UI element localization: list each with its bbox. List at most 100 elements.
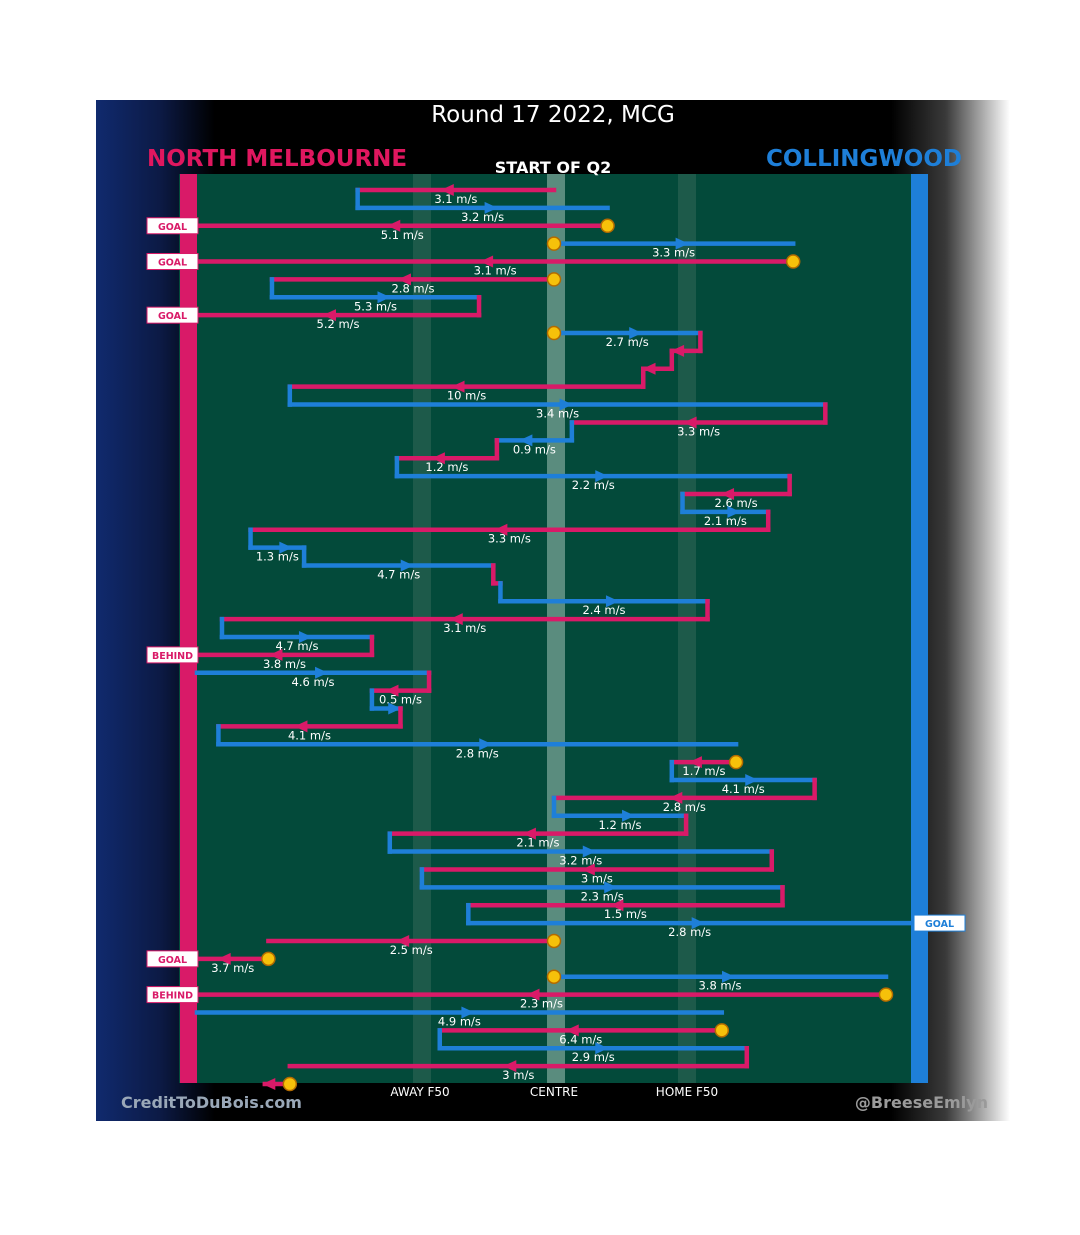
direction-arrow (595, 470, 609, 483)
speed-label: 2.1 m/s (704, 514, 747, 528)
result-label: GOAL (158, 955, 187, 966)
speed-label: 2.4 m/s (582, 603, 625, 617)
stoppage-marker (546, 325, 562, 341)
speed-label: 2.3 m/s (581, 889, 624, 903)
result-label: GOAL (158, 311, 187, 322)
direction-arrow (479, 738, 493, 751)
direction-arrow (722, 970, 736, 983)
speed-label: 3.7 m/s (211, 961, 254, 975)
speed-label: 5.2 m/s (317, 317, 360, 331)
direction-arrow (721, 487, 735, 500)
speed-label: 3.4 m/s (536, 407, 579, 421)
result-label: GOAL (158, 222, 187, 233)
stoppage-marker (282, 1076, 298, 1092)
axis-label-away-f50: AWAY F50 (390, 1085, 450, 1099)
result-label: BEHIND (152, 991, 193, 1002)
result-tag (146, 217, 199, 235)
speed-label: 3.8 m/s (263, 657, 306, 671)
direction-arrow (610, 899, 624, 912)
home-f50-line (678, 174, 696, 1083)
speed-label: 4.6 m/s (292, 675, 335, 689)
speed-label: 2.5 m/s (390, 943, 433, 957)
direction-arrow (629, 327, 643, 340)
speed-label: 0.5 m/s (379, 693, 422, 707)
speed-label: 4.9 m/s (438, 1014, 481, 1028)
speed-label: 3.1 m/s (443, 621, 486, 635)
chain-plot: 3.1 m/s 3.2 m/s 5.1 m/s GOAL 3.3 m/s 3.1 m/s G… (146, 184, 966, 1092)
direction-arrow (217, 952, 231, 965)
speed-label: 2.8 m/s (391, 281, 434, 295)
direction-arrow (691, 917, 705, 930)
credit-website: CreditToDuBois.com (121, 1093, 302, 1112)
direction-arrow (669, 791, 683, 804)
stoppage-marker (261, 951, 276, 967)
direction-arrow (622, 809, 636, 822)
speed-label: 5.1 m/s (381, 228, 424, 242)
quarter-label: START OF Q2 (494, 158, 612, 177)
direction-arrow (451, 380, 465, 393)
team-right-label: COLLINGWOOD (766, 146, 962, 172)
speed-label: 3.3 m/s (677, 424, 720, 438)
direction-arrow (400, 559, 414, 572)
direction-arrow (298, 631, 312, 643)
direction-arrow (449, 613, 463, 626)
speed-label: 5.3 m/s (354, 299, 397, 313)
stoppage-marker (546, 272, 562, 287)
stoppage-marker (714, 1023, 730, 1038)
result-label: GOAL (925, 919, 954, 930)
speed-label: 1.7 m/s (682, 764, 725, 778)
speed-label: 3.2 m/s (559, 854, 602, 868)
speed-label: 3.3 m/s (488, 532, 531, 546)
direction-arrow (377, 291, 391, 304)
stoppage-marker (785, 254, 801, 269)
stoppage-marker (600, 218, 615, 234)
speed-label: 1.2 m/s (425, 460, 468, 474)
direction-arrow (526, 988, 540, 1001)
speed-label: 3.8 m/s (698, 979, 741, 993)
result-tag (146, 950, 199, 968)
speed-label: 2.9 m/s (572, 1050, 615, 1064)
direction-arrow (262, 1078, 276, 1090)
speed-label: 10 m/s (447, 389, 486, 403)
chart-frame: Round 17 2022, MCG NORTH MELBOURNE COLLI… (96, 100, 1010, 1121)
direction-arrow (294, 720, 308, 733)
speed-label: 1.2 m/s (599, 818, 642, 832)
stoppage-marker (878, 987, 894, 1002)
direction-arrow (565, 1024, 579, 1037)
stoppage-marker (546, 933, 562, 949)
direction-arrow (522, 827, 536, 840)
direction-arrow (396, 934, 410, 947)
axis-label-home-f50: HOME F50 (655, 1085, 719, 1099)
speed-label: 3.3 m/s (652, 246, 695, 260)
speed-label: 2.8 m/s (663, 800, 706, 814)
away-f50-line (413, 174, 431, 1083)
speed-label: 2.7 m/s (606, 335, 649, 349)
north-goal-line (180, 174, 197, 1083)
direction-arrow (431, 452, 445, 465)
direction-arrow (503, 1060, 517, 1073)
direction-arrow (440, 184, 454, 196)
stoppage-marker (546, 969, 562, 984)
direction-arrow (671, 344, 685, 357)
speed-label: 2.8 m/s (668, 925, 711, 939)
direction-arrow (745, 774, 759, 787)
speed-label: 3.1 m/s (474, 264, 517, 278)
direction-arrow (604, 881, 618, 894)
direction-arrow (480, 255, 494, 268)
direction-arrow (385, 684, 399, 697)
result-tag (913, 914, 966, 932)
chart-title: Round 17 2022, MCG (431, 102, 675, 128)
direction-arrow (269, 648, 283, 661)
result-label: BEHIND (152, 651, 193, 662)
speed-label: 2.6 m/s (715, 496, 758, 510)
collingwood-goal-line (911, 174, 928, 1083)
speed-label: 4.1 m/s (288, 728, 331, 742)
speed-label: 3 m/s (502, 1068, 534, 1082)
speed-label: 0.9 m/s (513, 442, 556, 456)
direction-arrow (581, 863, 595, 876)
direction-arrow (675, 237, 689, 250)
direction-arrow (688, 756, 702, 769)
direction-arrow (279, 541, 293, 554)
direction-arrow (323, 309, 337, 322)
direction-arrow (315, 666, 329, 679)
